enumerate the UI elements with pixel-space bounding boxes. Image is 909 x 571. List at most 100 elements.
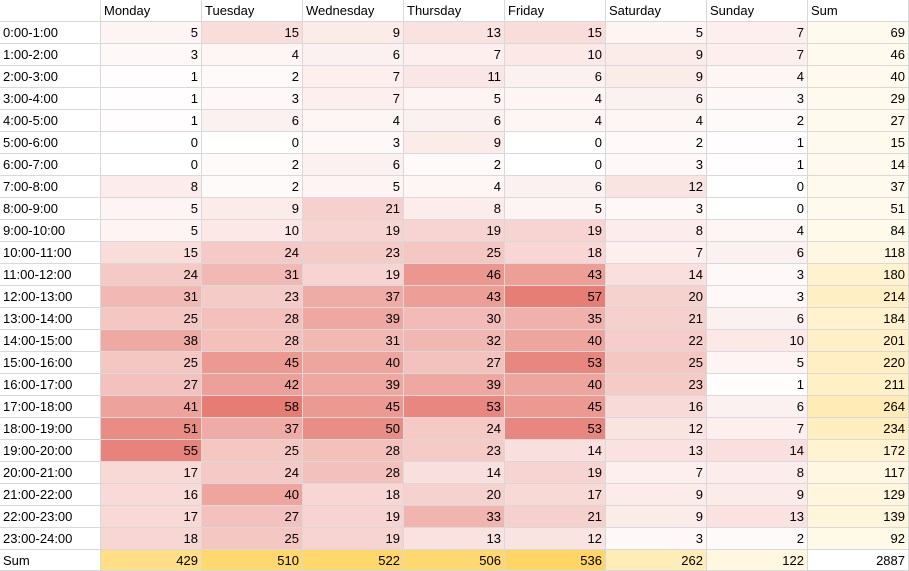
row-label: 16:00-17:00	[0, 374, 101, 396]
heatmap-cell: 4	[505, 88, 606, 110]
heatmap-cell: 37	[303, 286, 404, 308]
heatmap-cell: 53	[505, 418, 606, 440]
heatmap-cell: 25	[202, 440, 303, 462]
row-sum-cell: 69	[808, 22, 909, 44]
column-sum-cell: 510	[202, 550, 303, 571]
heatmap-cell: 27	[404, 352, 505, 374]
heatmap-cell: 3	[303, 132, 404, 154]
column-header-friday: Friday	[505, 0, 606, 22]
heatmap-cell: 4	[303, 110, 404, 132]
row-sum-cell: 46	[808, 44, 909, 66]
row-sum-cell: 27	[808, 110, 909, 132]
heatmap-cell: 7	[303, 66, 404, 88]
heatmap-cell: 25	[606, 352, 707, 374]
heatmap-cell: 1	[101, 110, 202, 132]
heatmap-cell: 32	[404, 330, 505, 352]
row-sum-cell: 184	[808, 308, 909, 330]
heatmap-cell: 25	[101, 308, 202, 330]
row-label: 0:00-1:00	[0, 22, 101, 44]
heatmap-cell: 8	[404, 198, 505, 220]
corner-header-cell	[0, 0, 101, 22]
row-label: 15:00-16:00	[0, 352, 101, 374]
heatmap-cell: 33	[404, 506, 505, 528]
heatmap-cell: 0	[707, 176, 808, 198]
row-label: 8:00-9:00	[0, 198, 101, 220]
heatmap-cell: 22	[606, 330, 707, 352]
row-sum-cell: 92	[808, 528, 909, 550]
heatmap-cell: 0	[707, 198, 808, 220]
row-sum-cell: 29	[808, 88, 909, 110]
heatmap-cell: 15	[202, 22, 303, 44]
heatmap-cell: 17	[505, 484, 606, 506]
heatmap-cell: 17	[101, 506, 202, 528]
heatmap-cell: 0	[505, 154, 606, 176]
row-label: 22:00-23:00	[0, 506, 101, 528]
column-header-saturday: Saturday	[606, 0, 707, 22]
heatmap-cell: 7	[707, 418, 808, 440]
heatmap-cell: 9	[606, 484, 707, 506]
heatmap-cell: 13	[404, 528, 505, 550]
heatmap-cell: 6	[505, 66, 606, 88]
heatmap-cell: 2	[202, 176, 303, 198]
heatmap-cell: 42	[202, 374, 303, 396]
heatmap-cell: 4	[404, 176, 505, 198]
column-sum-cell: 429	[101, 550, 202, 571]
row-label: 5:00-6:00	[0, 132, 101, 154]
heatmap-cell: 15	[101, 242, 202, 264]
heatmap-cell: 37	[202, 418, 303, 440]
heatmap-cell: 8	[707, 462, 808, 484]
heatmap-cell: 27	[202, 506, 303, 528]
column-header-tuesday: Tuesday	[202, 0, 303, 22]
heatmap-cell: 30	[404, 308, 505, 330]
heatmap-cell: 0	[101, 154, 202, 176]
heatmap-cell: 7	[707, 44, 808, 66]
row-label: 20:00-21:00	[0, 462, 101, 484]
heatmap-cell: 46	[404, 264, 505, 286]
row-label: 9:00-10:00	[0, 220, 101, 242]
row-label: 1:00-2:00	[0, 44, 101, 66]
heatmap-cell: 23	[606, 374, 707, 396]
heatmap-cell: 14	[606, 264, 707, 286]
heatmap-cell: 13	[707, 506, 808, 528]
column-sum-cell: 506	[404, 550, 505, 571]
heatmap-cell: 5	[101, 22, 202, 44]
row-sum-cell: 129	[808, 484, 909, 506]
row-label: 13:00-14:00	[0, 308, 101, 330]
row-label: 10:00-11:00	[0, 242, 101, 264]
heatmap-cell: 12	[505, 528, 606, 550]
column-sum-cell: 536	[505, 550, 606, 571]
heatmap-cell: 4	[707, 220, 808, 242]
heatmap-cell: 5	[101, 198, 202, 220]
heatmap-cell: 6	[707, 242, 808, 264]
heatmap-cell: 17	[101, 462, 202, 484]
row-sum-cell: 234	[808, 418, 909, 440]
heatmap-cell: 1	[101, 88, 202, 110]
heatmap-cell: 4	[505, 110, 606, 132]
heatmap-cell: 8	[606, 220, 707, 242]
row-label: 23:00-24:00	[0, 528, 101, 550]
heatmap-cell: 3	[202, 88, 303, 110]
heatmap-cell: 4	[202, 44, 303, 66]
row-sum-cell: 14	[808, 154, 909, 176]
heatmap-cell: 38	[101, 330, 202, 352]
heatmap-cell: 51	[101, 418, 202, 440]
row-label: 12:00-13:00	[0, 286, 101, 308]
column-header-thursday: Thursday	[404, 0, 505, 22]
heatmap-cell: 18	[505, 242, 606, 264]
heatmap-cell: 6	[404, 110, 505, 132]
heatmap-cell: 3	[707, 88, 808, 110]
heatmap-cell: 10	[707, 330, 808, 352]
heatmap-cell: 4	[707, 66, 808, 88]
heatmap-cell: 24	[404, 418, 505, 440]
heatmap-cell: 28	[303, 440, 404, 462]
row-label: 2:00-3:00	[0, 66, 101, 88]
heatmap-cell: 9	[707, 484, 808, 506]
heatmap-cell: 7	[404, 44, 505, 66]
column-header-sunday: Sunday	[707, 0, 808, 22]
heatmap-cell: 19	[505, 220, 606, 242]
row-label: 6:00-7:00	[0, 154, 101, 176]
heatmap-cell: 5	[707, 352, 808, 374]
heatmap-cell: 3	[606, 154, 707, 176]
heatmap-cell: 2	[707, 110, 808, 132]
